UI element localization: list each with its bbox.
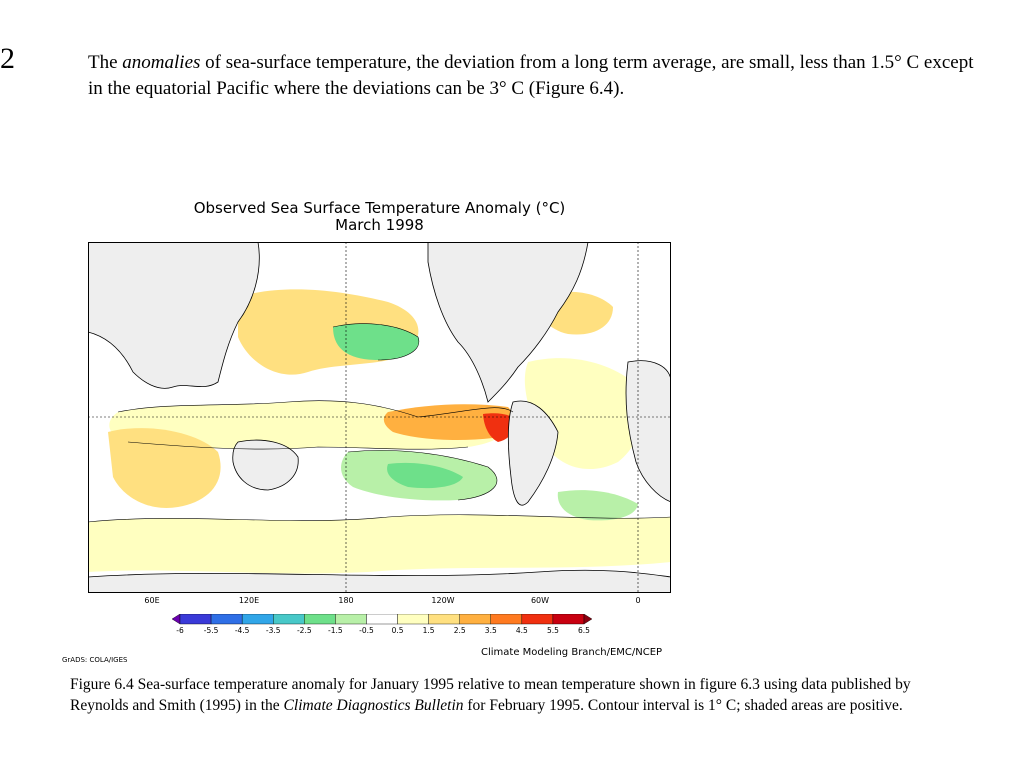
colorbar-segment <box>335 614 367 625</box>
land-antarctica <box>88 569 671 593</box>
colorbar-segment <box>172 614 181 625</box>
map-reference-lines <box>88 242 671 593</box>
colorbar-label: 1.5 <box>422 626 435 635</box>
body-paragraph: The anomalies of sea-surface temperature… <box>88 50 988 102</box>
paragraph-emphasis: anomalies <box>122 52 201 73</box>
cool-anomaly-shading <box>333 323 638 521</box>
colorbar-label: 3.5 <box>484 626 497 635</box>
colorbar-segment <box>179 614 212 625</box>
colorbar-labels: -6 -5.5 -4.5 -3.5 -2.5 -1.5 -0.5 0.5 1.5 2.5 3.5 4.… <box>172 626 592 638</box>
contour-line <box>347 450 498 501</box>
cool-region-north-pacific <box>333 323 419 360</box>
paragraph-text-end: of sea-surface temperature, the deviatio… <box>88 52 974 99</box>
contour-line <box>332 323 420 361</box>
figure-title-line1: Observed Sea Surface Temperature Anomaly… <box>193 199 566 217</box>
colorbar-segment <box>428 614 460 625</box>
caption-text-end: for February 1995. Contour interval is 1… <box>463 697 903 714</box>
grads-credit: GrADS: COLA/IGES <box>62 656 128 664</box>
colorbar-label: -0.5 <box>359 626 374 635</box>
cool-region-south-atlantic <box>557 490 638 521</box>
map-frame <box>88 242 671 593</box>
colorbar-label: -4.5 <box>234 626 250 635</box>
colorbar-label: 2.5 <box>453 626 466 635</box>
contour-line <box>117 400 514 418</box>
slide-number: 2 <box>0 42 15 75</box>
sst-anomaly-map <box>88 242 671 593</box>
land-masses <box>88 242 671 593</box>
lon-label: 0 <box>635 596 641 605</box>
colorbar-segment <box>521 614 554 625</box>
land-south-america <box>507 400 559 506</box>
warm-region-southern-ocean <box>88 514 671 574</box>
colorbar-segment <box>366 614 398 625</box>
colorbar-segment <box>304 614 336 625</box>
warm-region-pacific-core <box>383 404 513 440</box>
colorbar-label: -3.5 <box>265 626 281 635</box>
lon-label: 120W <box>431 596 455 605</box>
land-asia <box>88 242 260 389</box>
lon-label: 60W <box>530 596 550 605</box>
warm-anomaly-shading <box>88 289 671 574</box>
colorbar-segment <box>273 614 305 625</box>
caption-text-start: Figure 6.4 Sea-surface temperature anoma… <box>70 676 911 714</box>
land-africa <box>625 360 671 503</box>
figure-title-line2: March 1998 <box>335 216 424 234</box>
colorbar-segment <box>241 614 274 625</box>
colorbar-segment <box>459 614 491 625</box>
lon-label: 60E <box>144 596 160 605</box>
longitude-labels: 60E 120E 180 120W 60W 0 <box>88 596 671 608</box>
warm-region-equatorial-pacific <box>109 400 514 450</box>
contour-line <box>127 441 469 450</box>
warm-region-indian-ocean <box>108 428 221 508</box>
colorbar-segment <box>210 614 243 625</box>
colorbar-segment <box>552 614 585 625</box>
land-australia <box>232 439 299 491</box>
lon-label: 120E <box>238 596 260 605</box>
colorbar-label: 5.5 <box>546 626 559 635</box>
branch-credit: Climate Modeling Branch/EMC/NCEP <box>481 647 663 658</box>
hot-region-peru-coast <box>483 413 516 442</box>
figure-caption: Figure 6.4 Sea-surface temperature anoma… <box>70 674 930 716</box>
cool-region-south-pacific-core <box>387 462 463 489</box>
anomaly-contour-lines <box>88 323 671 523</box>
figure-title: Observed Sea Surface Temperature Anomaly… <box>88 200 671 234</box>
colorbar-label: 0.5 <box>391 626 404 635</box>
colorbar-segment <box>397 614 429 625</box>
lon-label: 180 <box>338 596 354 605</box>
contour-line <box>88 514 671 523</box>
caption-emphasis: Climate Diagnostics Bulletin <box>283 697 464 714</box>
colorbar-label: -5.5 <box>203 626 219 635</box>
colorbar-label: 4.5 <box>515 626 528 635</box>
land-north-america <box>427 242 589 403</box>
colorbar-segment <box>490 614 523 625</box>
paragraph-text-start: The <box>88 52 123 73</box>
colorbar <box>172 614 592 625</box>
colorbar-label: -1.5 <box>328 626 343 635</box>
colorbar-label: -6 <box>176 626 184 635</box>
colorbar-label: 6.5 <box>578 626 590 635</box>
colorbar-segment <box>583 614 592 625</box>
colorbar-label: -2.5 <box>296 626 312 635</box>
